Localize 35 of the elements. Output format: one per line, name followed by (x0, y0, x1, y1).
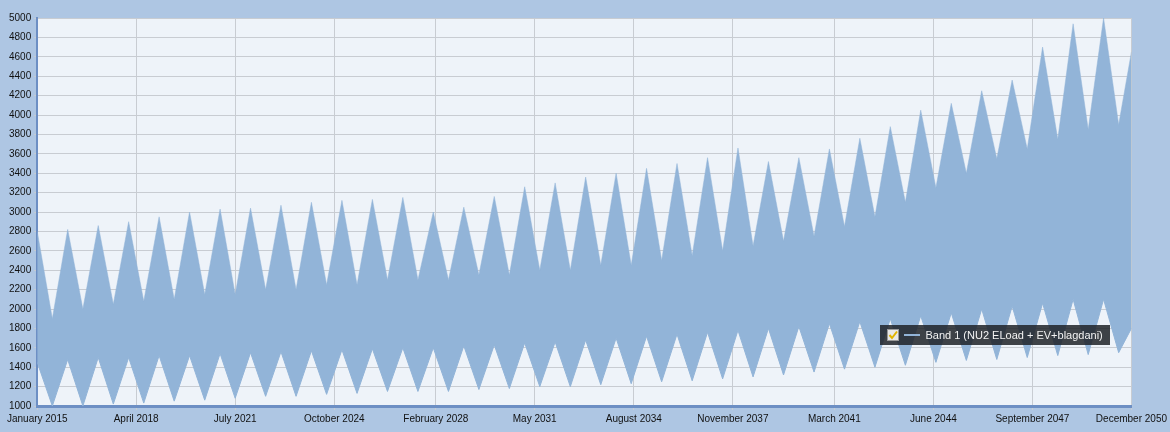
y-tick-label: 3600 (9, 147, 32, 159)
y-tick-label: 2600 (9, 244, 32, 256)
x-tick-label: August 2034 (605, 412, 663, 424)
x-tick-label: June 2044 (910, 412, 958, 424)
x-tick-label: February 2028 (403, 412, 469, 424)
x-tick-label: July 2021 (213, 412, 258, 424)
y-tick-label: 2400 (9, 263, 32, 275)
y-tick-label: 3000 (9, 205, 32, 217)
x-tick-label: April 2018 (113, 412, 160, 424)
x-tick-label: November 2037 (697, 412, 769, 424)
y-tick-label: 4000 (9, 108, 32, 120)
y-tick-label: 3400 (9, 166, 32, 178)
y-tick-label: 4400 (9, 69, 32, 81)
y-tick-label: 4200 (9, 89, 32, 101)
y-tick-label: 4600 (9, 50, 32, 62)
y-tick-label: 1200 (9, 380, 32, 392)
y-tick-label: 5000 (9, 11, 32, 23)
y-tick-label: 1400 (9, 360, 32, 372)
y-tick-label: 1600 (9, 341, 32, 353)
y-tick-label: 1800 (9, 322, 32, 334)
x-tick-label: May 2031 (512, 412, 558, 424)
y-tick-label: 2000 (9, 302, 32, 314)
x-tick-label: September 2047 (995, 412, 1070, 424)
y-tick-label: 2800 (9, 225, 32, 237)
series-label: Band 1 (NU2 ELoad + EV+blagdani) (925, 328, 1103, 341)
x-tick-label: December 2050 (1095, 412, 1168, 424)
y-tick-label: 2200 (9, 283, 32, 295)
y-tick-label: 3800 (9, 128, 32, 140)
legend-panel: Band 1 (NU2 ELoad + EV+blagdani) (880, 324, 1110, 345)
x-tick-label: October 2024 (303, 412, 365, 424)
y-tick-label: 3200 (9, 186, 32, 198)
x-tick-label: March 2041 (807, 412, 862, 424)
y-tick-label: 4800 (9, 31, 32, 43)
x-tick-label: January 2015 (6, 412, 68, 424)
y-tick-label: 1000 (9, 399, 32, 411)
